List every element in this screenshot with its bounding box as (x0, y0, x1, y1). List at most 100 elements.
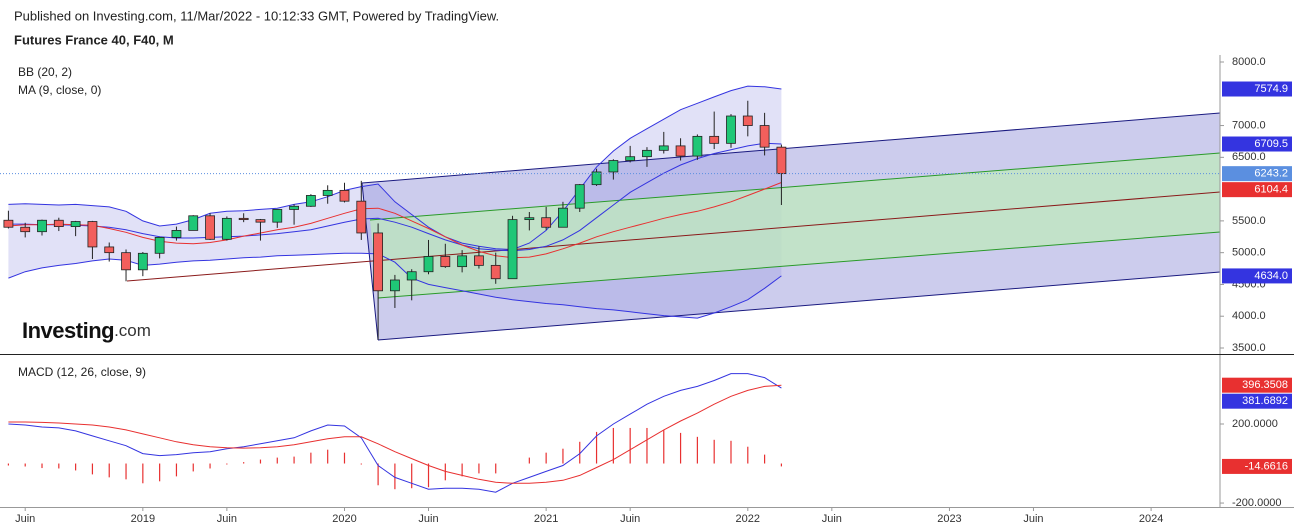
candle-body (658, 145, 669, 151)
x-tick-label: 2024 (1139, 513, 1163, 525)
y-tick-label: 6500.0 (1232, 151, 1266, 163)
candle-body (608, 160, 619, 173)
channel-upper (361, 112, 1221, 184)
candle-body (490, 264, 501, 280)
candle-body (3, 219, 14, 228)
x-tick-label: 2020 (332, 513, 356, 525)
tag-layer: 8000.07000.06500.05500.05000.04500.04000… (15, 56, 1292, 525)
foreground-layer (0, 85, 1220, 493)
x-tick-label: Juin (418, 513, 438, 525)
x-tick-label: Juin (620, 513, 640, 525)
value-tag (1222, 458, 1292, 474)
candle-body (289, 205, 299, 210)
candle-body (591, 171, 602, 186)
candle-body (726, 115, 736, 144)
candle-body (171, 230, 182, 238)
x-tick-label: Juin (1023, 513, 1043, 525)
candle-body (373, 232, 383, 292)
y-tick-label: 8000.0 (1232, 56, 1266, 68)
value-tag (1222, 136, 1292, 152)
channel-inner-lower (377, 231, 1221, 299)
candle-body (305, 195, 316, 207)
candle-body (625, 156, 636, 161)
y-tick-label: 7000.0 (1232, 119, 1266, 131)
candle-body (322, 189, 333, 196)
candle-body (70, 221, 81, 228)
candle-body (121, 252, 131, 271)
x-tick-label: Juin (217, 513, 237, 525)
candle-body (255, 219, 266, 223)
channel-inner-upper (369, 152, 1221, 221)
candle-body (188, 215, 199, 231)
channel-center (126, 191, 1221, 282)
value-tag-label: 4634.0 (1254, 270, 1288, 282)
candle-body (238, 217, 249, 221)
candle-body (742, 115, 753, 126)
candle-body (104, 246, 115, 254)
value-tag (1222, 182, 1292, 198)
overlay-line (8, 85, 782, 251)
candle-body (692, 135, 703, 157)
channel-inner-fill (370, 153, 1220, 298)
value-tag-label: 6104.4 (1254, 184, 1288, 196)
macd-line (8, 384, 782, 484)
value-tag-label: 6709.5 (1254, 138, 1288, 150)
candle-body (709, 135, 720, 144)
candle-body (507, 219, 518, 280)
candle-body (205, 215, 215, 240)
overlay-line (8, 142, 782, 252)
regression-channel (126, 112, 1221, 341)
x-tick-label: 2023 (937, 513, 961, 525)
value-tag-label: 381.6892 (1242, 395, 1288, 407)
logo: Investing.com (22, 318, 151, 343)
y-tick-label: 4000.0 (1232, 310, 1266, 322)
candle-body (87, 221, 98, 248)
macd-line (8, 373, 782, 493)
candle-body (776, 146, 787, 175)
candle-body (356, 200, 367, 234)
y-tick-label: 200.0000 (1232, 418, 1278, 430)
value-tag (1222, 81, 1292, 97)
candle-body (474, 255, 484, 266)
logo-name: Investing (22, 318, 114, 343)
x-tick-label: 2019 (131, 513, 155, 525)
y-tick-label: 5500.0 (1232, 215, 1266, 227)
candle-body (53, 219, 64, 228)
candle-body (390, 279, 400, 292)
y-tick-label: 3500.0 (1232, 342, 1266, 354)
value-tag-label: 6243.2 (1254, 168, 1288, 180)
candle-body (137, 252, 148, 271)
overlay-line (8, 252, 782, 319)
candle-body (759, 125, 770, 148)
candle-body (339, 189, 350, 202)
candle-body (221, 217, 232, 240)
source: Published on Investing.com, 11/Mar/2022 … (14, 8, 499, 23)
x-tick-label: Juin (822, 513, 842, 525)
overlay-line (8, 182, 782, 259)
x-tick-label: Juin (15, 513, 35, 525)
candle-body (440, 256, 451, 268)
value-tag (1222, 377, 1292, 393)
candle-body (154, 237, 165, 254)
channel-lower (377, 271, 1221, 341)
value-tag-label: -14.6616 (1245, 460, 1288, 472)
logo-suffix: .com (114, 321, 151, 340)
value-tag-label: 7574.9 (1254, 83, 1288, 95)
candle-body (423, 256, 434, 273)
candle-body (642, 149, 652, 158)
candle-body (524, 217, 535, 221)
indicator-label: MACD (12, 26, close, 9) (18, 365, 146, 379)
candle-body (406, 271, 417, 281)
value-tag (1222, 393, 1292, 409)
candle-body (541, 217, 552, 228)
y-tick-label: -200.0000 (1232, 497, 1282, 509)
candle-body (675, 145, 686, 157)
x-tick-label: 2021 (534, 513, 558, 525)
candle-body (574, 184, 585, 209)
indicator-label: BB (20, 2) (18, 65, 72, 79)
y-tick-label: 5000.0 (1232, 247, 1266, 259)
candle-body (558, 207, 568, 228)
value-tag-label: 396.3508 (1242, 379, 1288, 391)
